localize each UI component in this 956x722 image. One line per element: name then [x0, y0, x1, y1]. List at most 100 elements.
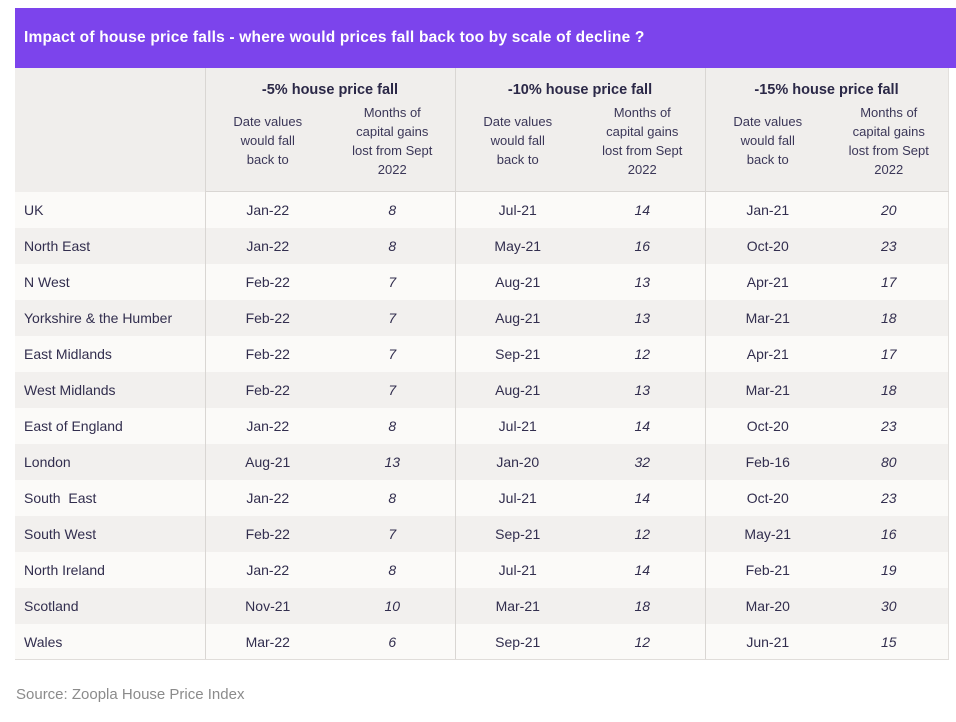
months-cell: 13	[634, 309, 651, 326]
table-row: North East Jan-22 8 May-21 16 Oct-20 23	[15, 227, 949, 264]
months-cell: 16	[830, 515, 949, 552]
group-header-10pct: -10% house price fall	[454, 68, 705, 100]
date-cell: Jan-22	[204, 227, 330, 264]
months-cell: 13	[634, 273, 651, 290]
group-header-row: -5% house price fall -10% house price fa…	[15, 68, 949, 192]
date-cell: Apr-21	[704, 263, 830, 300]
date-cell: Mar-21	[454, 587, 580, 624]
months-cell: 19	[830, 551, 949, 588]
date-cell: Feb-22	[204, 299, 330, 336]
months-cell: 13	[384, 453, 401, 470]
date-cell: Jan-22	[204, 551, 330, 588]
date-cell: May-21	[704, 515, 830, 552]
months-cell: 12	[634, 525, 651, 542]
months-cell: 14	[634, 561, 651, 578]
date-cell: Oct-20	[704, 407, 830, 444]
date-cell: Sep-21	[454, 335, 580, 372]
table-row: N West Feb-22 7 Aug-21 13 Apr-21 17	[15, 263, 949, 300]
region-cell: South East	[24, 489, 97, 506]
months-cell: 12	[580, 623, 705, 661]
months-cell: 32	[634, 453, 651, 470]
table-row: Wales Mar-22 6 Sep-21 12 Jun-21 15	[15, 623, 949, 661]
date-cell: May-21	[454, 227, 580, 264]
months-cell: 18	[830, 299, 949, 336]
table-header: -5% house price fall -10% house price fa…	[15, 68, 949, 193]
months-cell: 17	[830, 263, 949, 300]
months-cell: 30	[830, 587, 949, 624]
subheader-date-5pct: Date values would fall back to	[204, 100, 330, 193]
months-cell: 14	[634, 417, 651, 434]
date-cell: Jul-21	[454, 551, 580, 588]
region-cell: North Ireland	[24, 561, 105, 578]
months-cell: 14	[634, 489, 651, 506]
date-cell: Jan-20	[454, 443, 580, 480]
table-body: UK Jan-22 8 Jul-21 14 Jan-21 20 North East Jan-2…	[15, 191, 949, 661]
region-cell: Wales	[15, 623, 205, 661]
months-cell: 15	[830, 623, 949, 661]
date-cell: Jun-21	[704, 623, 830, 661]
date-cell: Jan-22	[204, 407, 330, 444]
table-row: South East Jan-22 8 Jul-21 14 Oct-20 23	[15, 479, 949, 516]
region-cell: East Midlands	[24, 345, 112, 362]
source-note: Source: Zoopla House Price Index	[16, 686, 245, 704]
months-cell: 23	[830, 227, 949, 264]
months-cell: 6	[330, 623, 455, 661]
region-cell: UK	[24, 201, 44, 218]
date-cell: Jan-22	[204, 191, 330, 228]
table-row: Scotland Nov-21 10 Mar-21 18 Mar-20 30	[15, 587, 949, 624]
date-cell: Sep-21	[454, 515, 580, 552]
region-cell: South West	[24, 525, 97, 542]
table-row: East of England Jan-22 8 Jul-21 14 Oct-20 23	[15, 407, 949, 444]
date-cell: Mar-21	[704, 299, 830, 336]
region-cell: East of England	[24, 417, 123, 434]
months-cell: 80	[830, 443, 949, 480]
months-cell: 10	[384, 597, 401, 614]
table-row: South West Feb-22 7 Sep-21 12 May-21 16	[15, 515, 949, 552]
date-cell: Feb-22	[204, 263, 330, 300]
date-cell: Mar-21	[704, 371, 830, 408]
months-cell: 20	[830, 191, 949, 228]
subheader-months-10pct: Months of capital gains lost from Sept 2…	[580, 100, 705, 193]
subheader-date-15pct: Date values would fall back to	[704, 100, 830, 193]
months-cell: 23	[830, 407, 949, 444]
table-row: North Ireland Jan-22 8 Jul-21 14 Feb-21 19	[15, 551, 949, 588]
subheader-date-10pct: Date values would fall back to	[454, 100, 580, 193]
date-cell: Jul-21	[454, 479, 580, 516]
subheader-months-15pct: Months of capital gains lost from Sept 2…	[830, 100, 949, 193]
region-cell: West Midlands	[24, 381, 116, 398]
months-cell: 7	[388, 525, 397, 542]
months-cell: 8	[388, 237, 397, 254]
months-cell: 8	[388, 202, 397, 219]
region-cell: Scotland	[24, 597, 79, 614]
months-cell: 7	[388, 273, 397, 290]
months-cell: 16	[634, 237, 651, 254]
months-cell: 23	[830, 479, 949, 516]
region-cell: N West	[24, 273, 70, 290]
date-cell: Feb-16	[704, 443, 830, 480]
date-cell: Apr-21	[704, 335, 830, 372]
date-cell: Mar-22	[204, 623, 330, 661]
date-cell: Jan-21	[704, 191, 830, 228]
corner-cell	[15, 68, 205, 192]
months-cell: 7	[388, 309, 397, 326]
date-cell: Aug-21	[454, 263, 580, 300]
page: Impact of house price falls - where woul…	[15, 8, 956, 704]
months-cell: 13	[634, 381, 651, 398]
table-row: Yorkshire & the Humber Feb-22 7 Aug-21 13 Mar…	[15, 299, 949, 336]
months-cell: 18	[634, 597, 651, 614]
months-cell: 12	[634, 345, 651, 362]
region-cell: Yorkshire & the Humber	[24, 309, 173, 326]
region-cell: North East	[24, 237, 91, 254]
date-cell: Aug-21	[204, 443, 330, 480]
date-cell: Feb-22	[204, 371, 330, 408]
date-cell: Aug-21	[454, 299, 580, 336]
house-price-fall-table: -5% house price fall -10% house price fa…	[15, 68, 949, 661]
group-header-5pct: -5% house price fall	[204, 68, 455, 100]
table-row: London Aug-21 13 Jan-20 32 Feb-16 80	[15, 443, 949, 480]
date-cell: Nov-21	[204, 587, 330, 624]
subheader-months-5pct: Months of capital gains lost from Sept 2…	[330, 100, 455, 193]
months-cell: 7	[388, 345, 397, 362]
table-row: UK Jan-22 8 Jul-21 14 Jan-21 20	[15, 191, 949, 228]
date-cell: Jul-21	[454, 191, 580, 228]
table-row: East Midlands Feb-22 7 Sep-21 12 Apr-21 17	[15, 335, 949, 372]
